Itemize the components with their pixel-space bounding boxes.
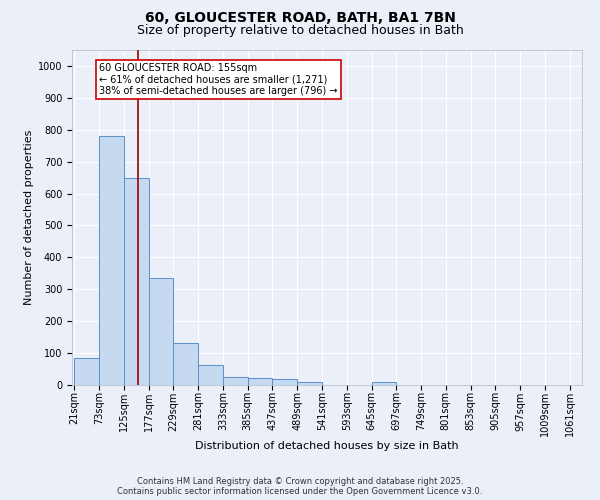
Text: 60 GLOUCESTER ROAD: 155sqm
← 61% of detached houses are smaller (1,271)
38% of s: 60 GLOUCESTER ROAD: 155sqm ← 61% of deta… — [99, 63, 338, 96]
Bar — [272, 380, 297, 385]
Bar — [149, 278, 173, 385]
Text: Size of property relative to detached houses in Bath: Size of property relative to detached ho… — [137, 24, 463, 37]
Bar — [248, 378, 272, 385]
Bar — [99, 136, 124, 385]
Bar — [371, 382, 396, 385]
Bar — [297, 382, 322, 385]
Bar — [124, 178, 149, 385]
Text: Contains HM Land Registry data © Crown copyright and database right 2025.
Contai: Contains HM Land Registry data © Crown c… — [118, 476, 482, 496]
Text: 60, GLOUCESTER ROAD, BATH, BA1 7BN: 60, GLOUCESTER ROAD, BATH, BA1 7BN — [145, 11, 455, 25]
Bar — [74, 358, 99, 385]
Bar — [223, 377, 248, 385]
Y-axis label: Number of detached properties: Number of detached properties — [23, 130, 34, 305]
Bar — [198, 365, 223, 385]
Bar — [173, 342, 198, 385]
X-axis label: Distribution of detached houses by size in Bath: Distribution of detached houses by size … — [195, 440, 459, 450]
